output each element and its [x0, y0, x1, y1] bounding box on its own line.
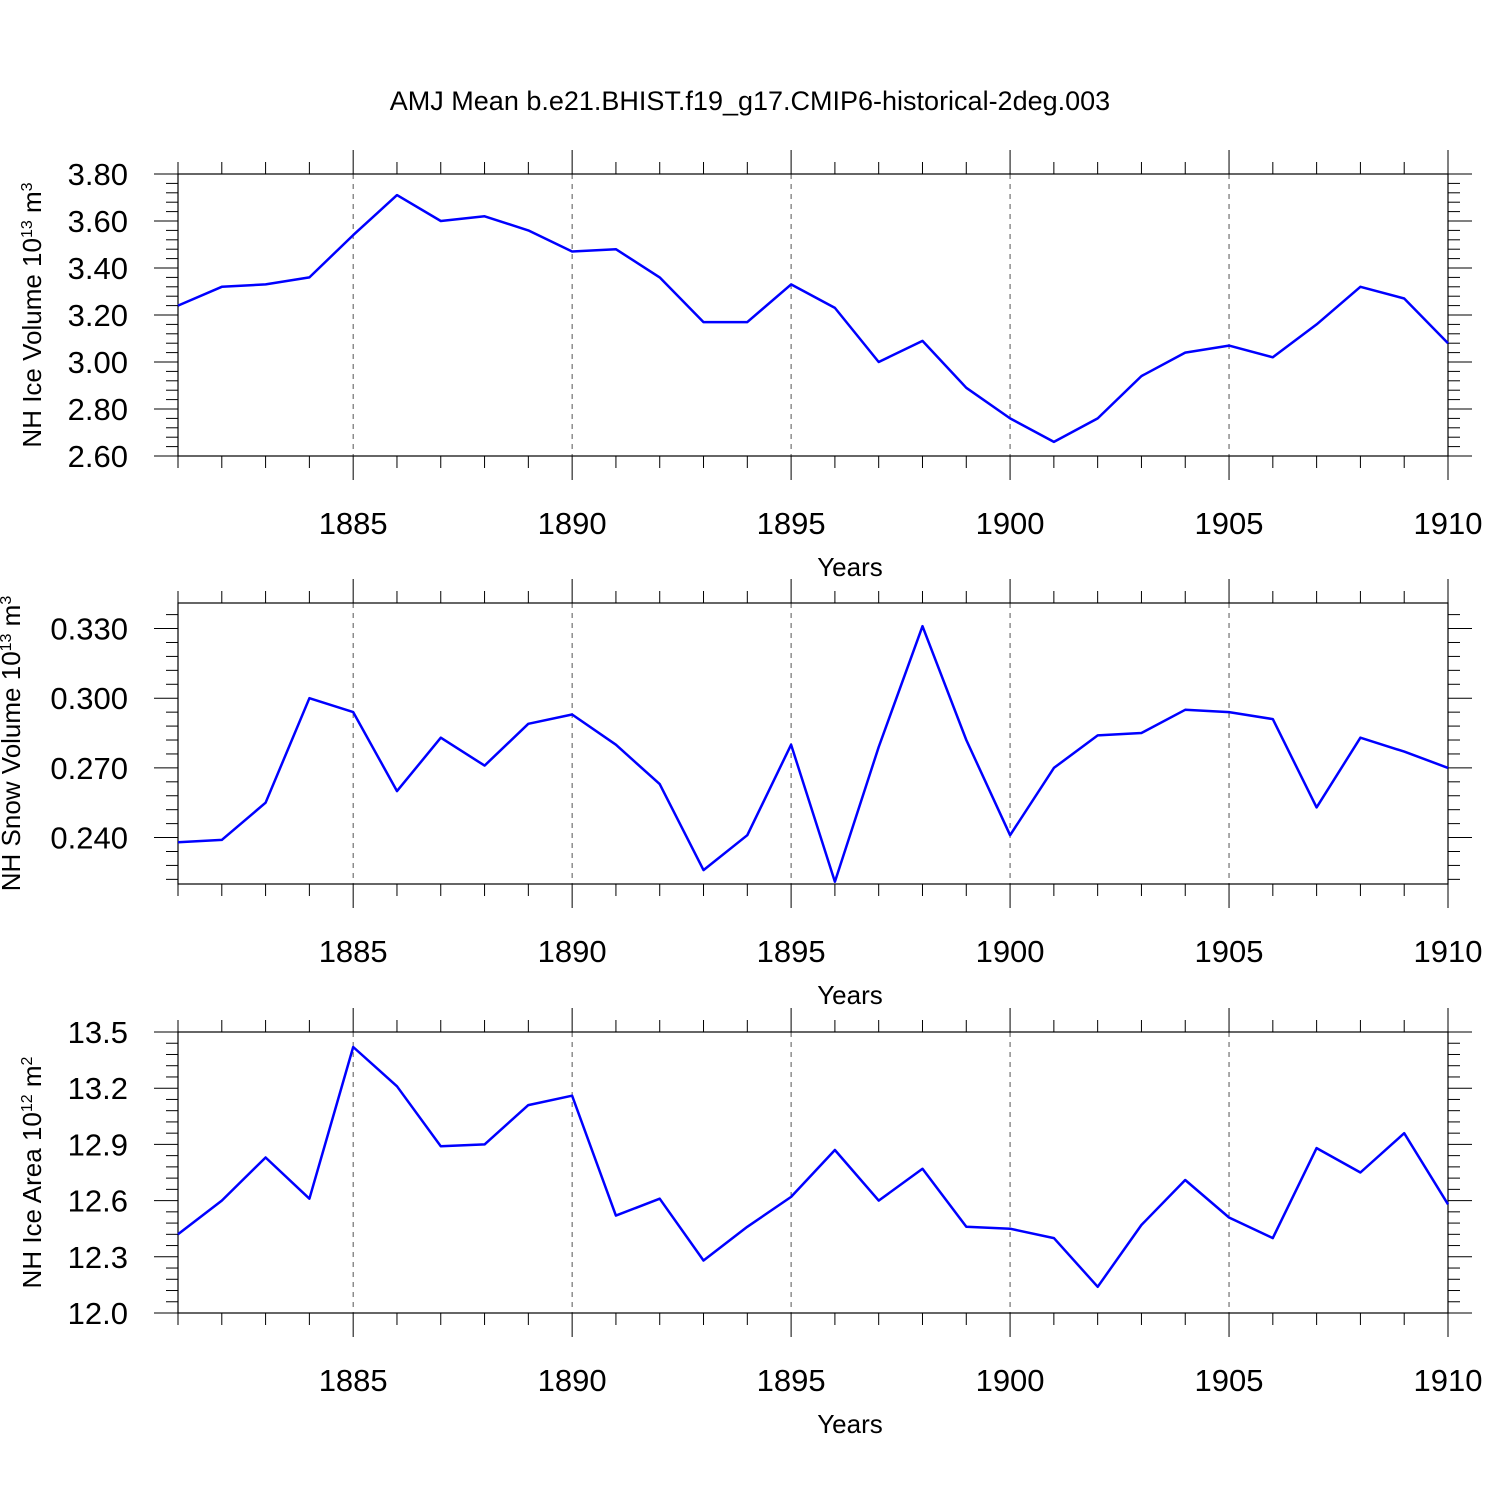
- x-axis-label: Years: [817, 552, 883, 582]
- x-tick-label: 1890: [538, 506, 607, 541]
- x-tick-label: 1890: [538, 934, 607, 969]
- y-axis-label-text: NH Snow Volume 10: [0, 651, 26, 891]
- plot-frame: [177, 1031, 1449, 1314]
- y-axis-label-superscript: 3: [19, 182, 36, 191]
- chart-panel-1: 1885 1890 1895 1900 1905 1910 2.60 2.80 3.00 3.20…: [17, 150, 1482, 582]
- y-axis-label-text: NH Ice Volume 10: [17, 238, 47, 448]
- y-axis-label-text: m: [17, 1065, 47, 1094]
- y-axis-label-superscript: 12: [19, 1094, 36, 1112]
- y-tick-label: 3.60: [68, 204, 128, 239]
- y-tick-label: 3.40: [68, 251, 128, 286]
- y-axis-label-superscript: 2: [19, 1056, 36, 1065]
- x-tick-label: 1895: [757, 506, 826, 541]
- y-tick-label: 13.5: [68, 1015, 128, 1050]
- panels: 1885 1890 1895 1900 1905 1910 2.60 2.80 3.00 3.20…: [0, 150, 1482, 1439]
- y-tick-label: 13.2: [68, 1071, 128, 1106]
- chart-panel-2: 1885 1890 1895 1900 1905 1910 0.240 0.270 0.300 0…: [0, 579, 1482, 1010]
- y-tick-label: 12.0: [68, 1296, 128, 1331]
- y-tick-label: 0.270: [50, 751, 128, 786]
- y-tick-label: 3.00: [68, 345, 128, 380]
- y-tick-label: 2.80: [68, 392, 128, 427]
- chart-panel-3: 1885 1890 1895 1900 1905 1910 12.0 12.3 12.6 12.9…: [17, 1008, 1482, 1439]
- series-line: [177, 624, 1449, 883]
- y-tick-label: 0.300: [50, 681, 128, 716]
- y-axis-label-text: m: [0, 605, 26, 634]
- x-axis-label: Years: [817, 1409, 883, 1439]
- x-tick-label: 1900: [976, 506, 1045, 541]
- y-axis-label: NH Ice Volume 1013 m3: [17, 182, 47, 447]
- y-axis-label-superscript: 13: [0, 633, 15, 651]
- figure-title: AMJ Mean b.e21.BHIST.f19_g17.CMIP6-histo…: [390, 86, 1110, 116]
- y-tick-label: 0.240: [50, 821, 128, 856]
- y-tick-label: 12.9: [68, 1127, 128, 1162]
- x-tick-label: 1885: [319, 506, 388, 541]
- x-tick-label: 1910: [1414, 1363, 1483, 1398]
- x-tick-label: 1905: [1195, 934, 1264, 969]
- plot-frame: [177, 602, 1449, 885]
- x-tick-label: 1900: [976, 934, 1045, 969]
- y-axis-label-text: m: [17, 191, 47, 220]
- y-tick-label: 12.6: [68, 1184, 128, 1219]
- y-axis-label: NH Ice Area 1012 m2: [17, 1056, 47, 1288]
- y-axis-label-text: NH Ice Area 10: [17, 1112, 47, 1288]
- x-tick-label: 1900: [976, 1363, 1045, 1398]
- x-tick-label: 1905: [1195, 506, 1264, 541]
- y-tick-label: 3.20: [68, 298, 128, 333]
- y-tick-label: 0.330: [50, 612, 128, 647]
- series-line: [177, 193, 1449, 444]
- y-tick-label: 12.3: [68, 1240, 128, 1275]
- x-tick-label: 1910: [1414, 934, 1483, 969]
- y-axis-label: NH Snow Volume 1013 m3: [0, 596, 26, 892]
- x-tick-label: 1905: [1195, 1363, 1264, 1398]
- y-axis-label-superscript: 13: [19, 220, 36, 238]
- y-tick-label: 2.60: [68, 439, 128, 474]
- y-tick-label: 3.80: [68, 157, 128, 192]
- x-axis-label: Years: [817, 980, 883, 1010]
- x-tick-label: 1885: [319, 1363, 388, 1398]
- x-tick-label: 1895: [757, 1363, 826, 1398]
- x-tick-label: 1890: [538, 1363, 607, 1398]
- plot-frame: [177, 173, 1449, 457]
- x-tick-label: 1895: [757, 934, 826, 969]
- x-tick-label: 1885: [319, 934, 388, 969]
- series-line: [177, 1045, 1450, 1289]
- x-tick-label: 1910: [1414, 506, 1483, 541]
- y-axis-label-superscript: 3: [0, 596, 15, 605]
